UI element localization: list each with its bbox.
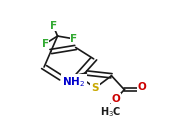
Text: S: S xyxy=(91,83,99,93)
Text: F: F xyxy=(42,39,49,49)
Text: F: F xyxy=(50,21,57,31)
Text: O: O xyxy=(111,94,120,104)
Text: NH$_2$: NH$_2$ xyxy=(63,75,86,89)
Text: F: F xyxy=(70,34,78,44)
Text: H$_3$C: H$_3$C xyxy=(100,105,122,119)
Text: O: O xyxy=(137,82,146,92)
